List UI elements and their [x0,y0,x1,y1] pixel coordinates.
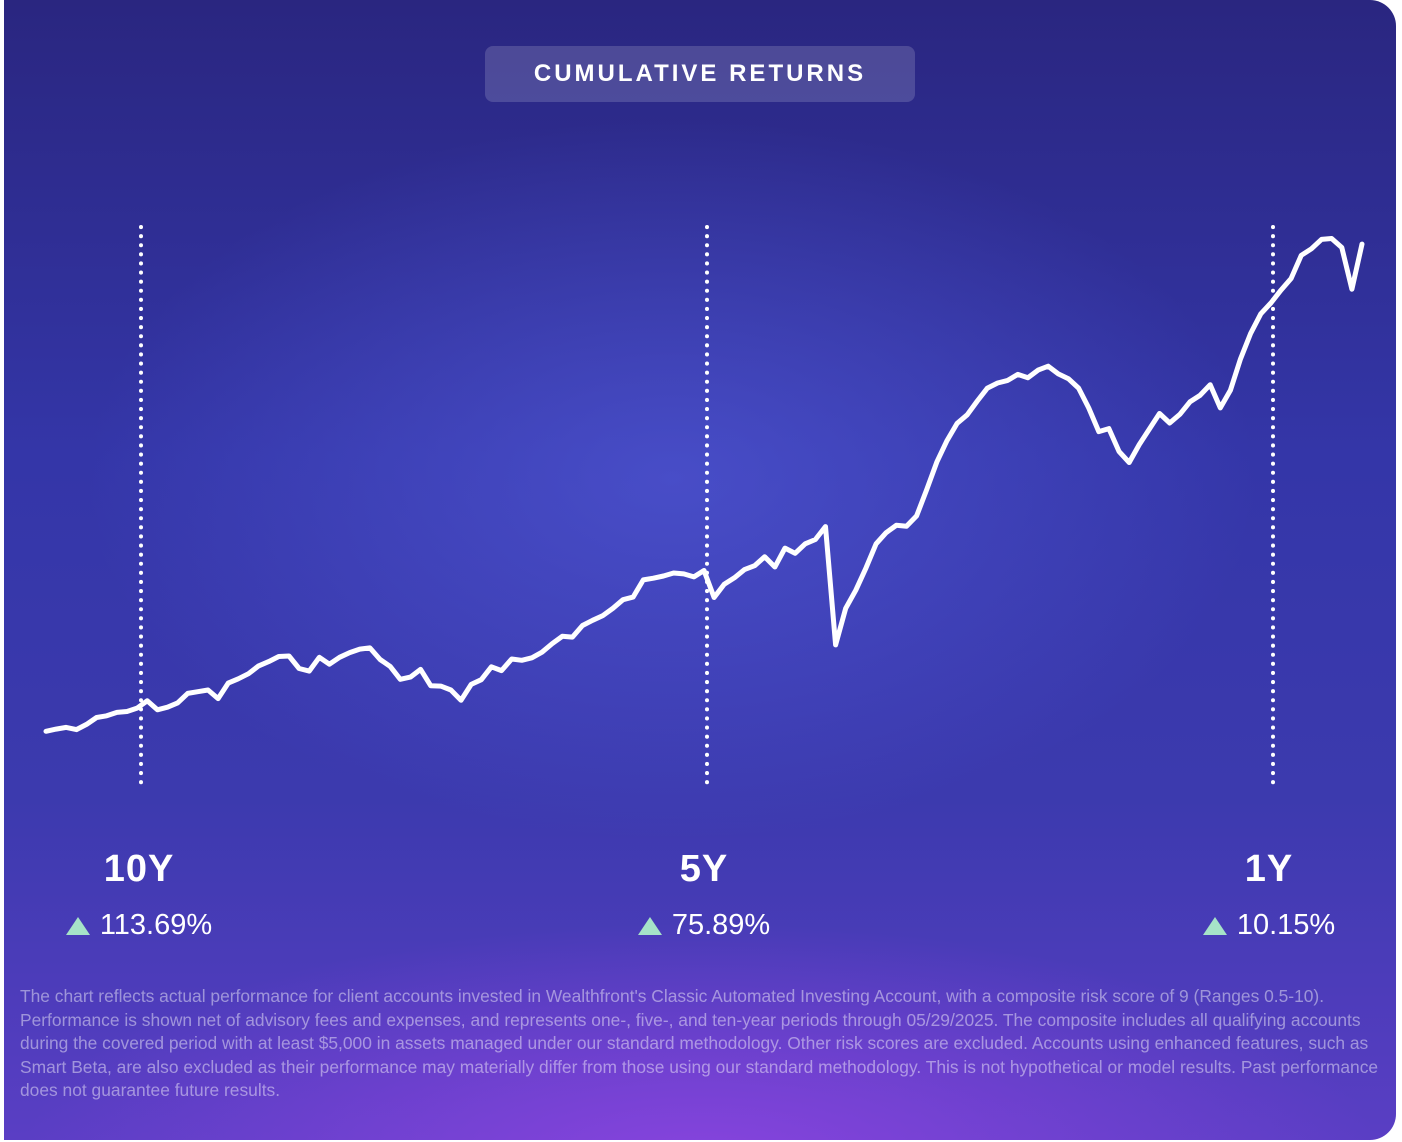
period-label: 5Y [679,848,729,890]
period-return-value: 75.89% [671,909,771,941]
up-arrow-icon [637,916,662,935]
period-label: 10Y [103,848,175,890]
period-return-value: 10.15% [1236,909,1336,941]
chart-title: CUMULATIVE RETURNS [485,46,915,102]
period-return: 10.15% [1169,909,1369,942]
period-return: 75.89% [604,909,804,942]
up-arrow-icon [65,916,90,935]
line-chart [43,225,1365,790]
period-5y: 5Y 75.89% [604,848,804,942]
period-return-value: 113.69% [99,909,213,941]
period-return: 113.69% [39,909,239,942]
cumulative-return-line [43,236,1365,734]
chart-card: CUMULATIVE RETURNS 10Y 113.69% 5Y 75.89%… [4,0,1396,1140]
period-10y: 10Y 113.69% [39,848,239,942]
period-1y: 1Y 10.15% [1169,848,1369,942]
disclaimer-text: The chart reflects actual performance fo… [20,986,1379,1101]
up-arrow-icon [1202,916,1227,935]
period-label: 1Y [1244,848,1294,890]
